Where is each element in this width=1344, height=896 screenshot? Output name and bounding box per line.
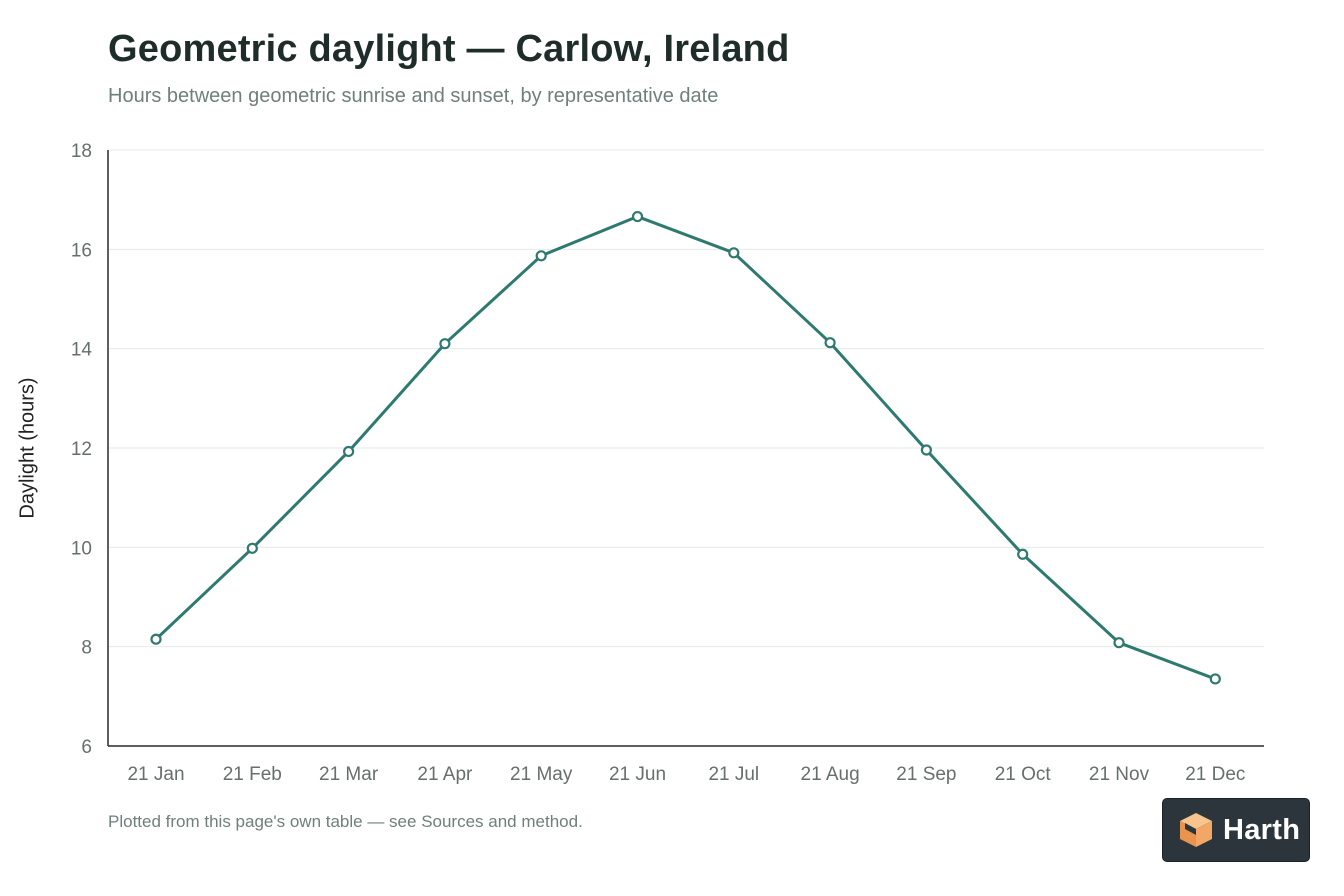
- y-tick-label: 14: [71, 340, 93, 361]
- x-tick-label: 21 Feb: [223, 764, 282, 785]
- series-line: [154, 215, 1216, 681]
- y-tick-label: 6: [81, 737, 92, 758]
- badge-brand-text: Harth: [1223, 813, 1301, 846]
- x-tick-label: 21 Jul: [708, 764, 759, 785]
- y-tick-label: 18: [71, 141, 92, 162]
- data-point: [535, 250, 547, 262]
- x-tick-label: 21 Sep: [896, 764, 956, 785]
- data-point: [343, 445, 355, 458]
- x-tick-label: 21 Aug: [801, 764, 860, 785]
- cube-logo-icon: [1180, 813, 1212, 847]
- data-point: [920, 444, 933, 456]
- y-tick-label: 10: [71, 538, 92, 559]
- data-point: [150, 633, 162, 645]
- y-tick-label: 8: [81, 638, 92, 659]
- y-tick-label: 12: [71, 439, 92, 460]
- x-tick-label: 21 Jun: [609, 764, 666, 785]
- x-tick-label: 21 Jan: [127, 764, 184, 785]
- harth-badge[interactable]: Harth: [1162, 798, 1310, 862]
- y-tick-label: 16: [71, 240, 92, 261]
- data-point: [439, 338, 451, 350]
- data-point: [824, 337, 836, 349]
- x-tick-label: 21 Nov: [1089, 764, 1150, 785]
- data-point: [1209, 673, 1221, 685]
- x-tick-label: 21 Mar: [319, 764, 379, 785]
- chart-subtitle: Hours between geometric sunrise and suns…: [108, 85, 719, 107]
- x-tick-label: 21 Apr: [417, 764, 473, 785]
- data-point: [246, 542, 258, 554]
- data-point: [1113, 637, 1125, 649]
- footnote: Plotted from this page's own table — see…: [108, 812, 583, 831]
- x-tick-label: 21 Oct: [995, 764, 1052, 785]
- chart-title: Geometric daylight — Carlow, Ireland: [108, 28, 790, 70]
- data-point: [1017, 548, 1029, 560]
- data-point: [631, 210, 644, 223]
- x-tick-label: 21 May: [510, 764, 573, 785]
- x-tick-label: 21 Dec: [1185, 764, 1245, 785]
- data-point: [728, 247, 740, 259]
